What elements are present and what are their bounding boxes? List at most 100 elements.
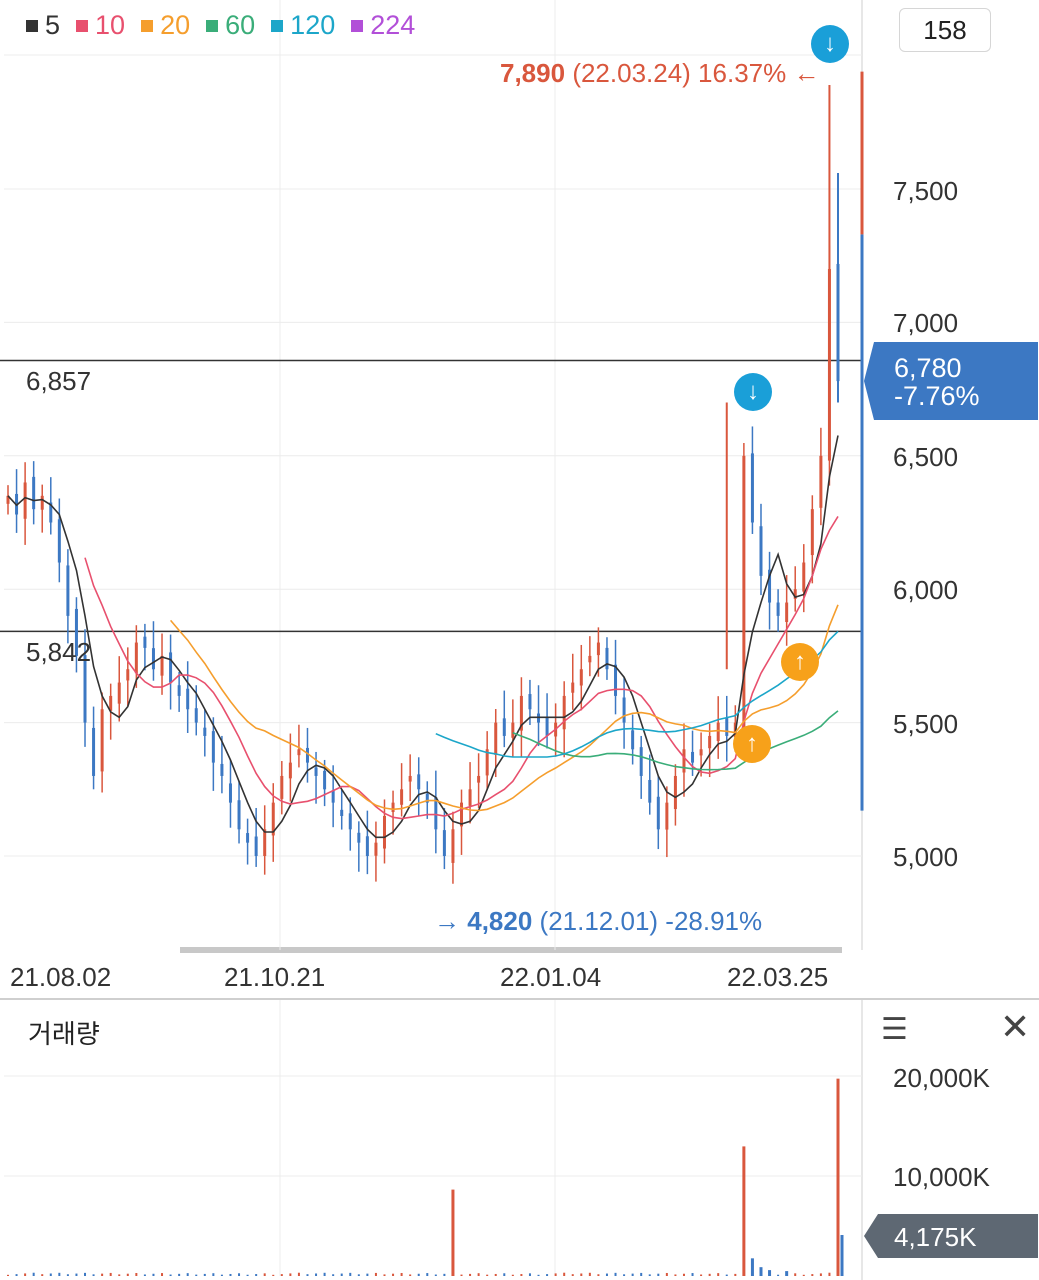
- volume-bar: [417, 1273, 420, 1276]
- volume-bar: [503, 1273, 506, 1276]
- volume-bar: [511, 1274, 514, 1276]
- y-tick-label: 5,000: [893, 842, 959, 872]
- volume-bar: [229, 1273, 232, 1276]
- volume-bar: [400, 1272, 403, 1276]
- candle-body: [400, 789, 404, 805]
- sell-signal-icon[interactable]: ↓: [811, 25, 849, 63]
- candle-body: [177, 685, 181, 696]
- legend-item-ma20[interactable]: 20: [141, 10, 190, 41]
- volume-bar: [297, 1272, 300, 1276]
- volume-tick-label: 10,000K: [893, 1162, 990, 1192]
- candle-body: [6, 495, 10, 504]
- volume-bar: [58, 1272, 61, 1276]
- volume-bar: [554, 1273, 557, 1276]
- legend-item-ma10[interactable]: 10: [76, 10, 125, 41]
- reference-line-upper-label: 6,857: [26, 366, 92, 396]
- moving-average-line: [84, 515, 839, 820]
- legend-item-ma120[interactable]: 120: [271, 10, 335, 41]
- volume-bar: [819, 1273, 822, 1276]
- candle-body: [485, 749, 489, 776]
- legend-swatch-ma224: [351, 19, 364, 32]
- volume-bar: [169, 1274, 172, 1276]
- volume-bar: [750, 1258, 754, 1276]
- buy-signal-icon[interactable]: ↑: [733, 725, 771, 763]
- volume-bar: [195, 1274, 198, 1276]
- volume-bar: [366, 1273, 369, 1276]
- x-tick-label: 21.08.02: [10, 962, 112, 992]
- volume-tick-label: 20,000K: [893, 1063, 990, 1093]
- volume-bar: [7, 1274, 9, 1276]
- volume-panel-title: 거래량: [28, 1019, 100, 1049]
- volume-bar: [349, 1272, 352, 1276]
- candle-body: [314, 767, 318, 776]
- volume-bar: [777, 1274, 780, 1276]
- legend-swatch-ma10: [76, 19, 89, 32]
- candle-body: [348, 813, 352, 830]
- legend-swatch-ma60: [206, 19, 219, 32]
- volume-bar: [725, 1274, 728, 1276]
- volume-bar: [494, 1273, 497, 1276]
- candle-body: [83, 655, 87, 723]
- candle-body: [785, 602, 789, 623]
- hamburger-menu-icon[interactable]: ☰: [881, 1013, 908, 1046]
- candle-body: [417, 774, 421, 790]
- volume-bar: [161, 1273, 164, 1276]
- candle-body: [100, 709, 104, 772]
- candle-body: [494, 722, 498, 755]
- candle-body: [374, 842, 378, 856]
- candle-body: [708, 735, 712, 749]
- volume-bar: [828, 1272, 831, 1276]
- legend-label-ma5: 5: [45, 10, 61, 40]
- volume-bar: [272, 1274, 275, 1276]
- min-price-detail: (21.12.01) -28.91%: [539, 906, 763, 936]
- volume-bar: [520, 1274, 523, 1276]
- candle-body: [802, 562, 806, 592]
- volume-bar: [836, 1078, 840, 1276]
- left-arrow-icon: ←: [793, 58, 820, 88]
- candle-body: [596, 642, 600, 656]
- legend-item-ma60[interactable]: 60: [206, 10, 255, 41]
- count-badge[interactable]: 158: [899, 8, 991, 52]
- volume-bar: [768, 1270, 772, 1276]
- candle-body: [425, 793, 429, 803]
- candle-body: [819, 455, 823, 508]
- legend-item-ma5[interactable]: 5: [26, 10, 60, 41]
- candle-body: [562, 695, 566, 730]
- candle-body: [460, 802, 464, 827]
- candle-body: [382, 815, 386, 849]
- y-tick-label: 6,500: [893, 442, 959, 472]
- candle-body: [117, 682, 121, 704]
- volume-bar: [203, 1273, 206, 1276]
- volume-bar: [811, 1274, 814, 1276]
- volume-bar: [135, 1273, 138, 1276]
- candle-body: [23, 482, 27, 519]
- min-price-value: 4,820: [467, 906, 533, 936]
- close-icon[interactable]: ✕: [1000, 1006, 1031, 1047]
- candle-body: [228, 783, 232, 803]
- candle-body: [725, 717, 729, 736]
- buy-signal-icon[interactable]: ↑: [781, 643, 819, 681]
- candle-body: [134, 642, 138, 674]
- volume-bar: [742, 1146, 746, 1276]
- x-tick-label: 21.10.21: [224, 962, 326, 992]
- volume-bar: [49, 1273, 52, 1276]
- volume-bar: [528, 1273, 531, 1276]
- legend-swatch-ma120: [271, 19, 284, 32]
- current-price-value: 6,780: [894, 353, 962, 383]
- legend-item-ma224[interactable]: 224: [351, 10, 415, 41]
- volume-bar: [220, 1274, 223, 1276]
- volume-bar: [708, 1273, 711, 1276]
- sell-signal-icon[interactable]: ↓: [734, 373, 772, 411]
- volume-bar: [255, 1274, 258, 1276]
- volume-bar: [212, 1273, 215, 1276]
- candle-body: [365, 836, 369, 856]
- volume-bar: [306, 1274, 309, 1276]
- volume-bar: [546, 1274, 549, 1276]
- volume-bar: [118, 1274, 121, 1276]
- volume-bar: [605, 1273, 608, 1276]
- candle-body: [477, 775, 481, 783]
- reference-line-lower-label: 5,842: [26, 637, 92, 667]
- volume-bar: [631, 1273, 634, 1276]
- candle-body: [528, 694, 532, 710]
